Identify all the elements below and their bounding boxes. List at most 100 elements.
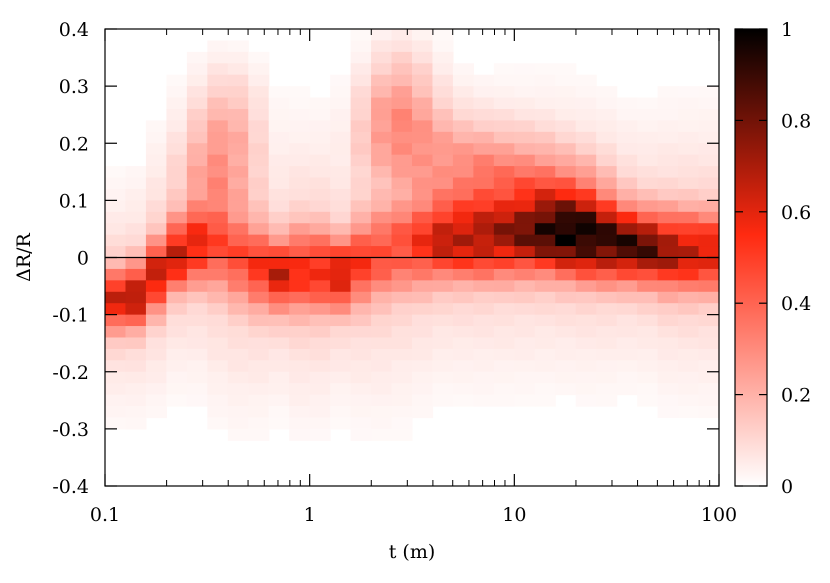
heatmap-cell bbox=[432, 337, 454, 350]
heatmap-cell bbox=[330, 246, 352, 259]
heatmap-cell bbox=[637, 257, 659, 270]
heatmap-cell bbox=[289, 188, 311, 201]
heatmap-cell bbox=[616, 177, 638, 190]
heatmap-cell bbox=[227, 268, 249, 281]
heatmap-cell bbox=[227, 394, 249, 407]
heatmap-cell bbox=[350, 348, 372, 361]
heatmap-cell bbox=[493, 177, 515, 190]
heatmap-cell bbox=[596, 97, 618, 110]
heatmap-cell bbox=[432, 143, 454, 156]
heatmap-cell bbox=[371, 166, 393, 179]
heatmap-cell bbox=[371, 326, 393, 339]
x-tick-label: 1 bbox=[304, 504, 316, 526]
heatmap-cell bbox=[698, 120, 720, 133]
y-tick-label: -0.2 bbox=[52, 362, 89, 384]
heatmap-cell bbox=[330, 166, 352, 179]
heatmap-cell bbox=[248, 371, 270, 384]
heatmap-cell bbox=[678, 326, 700, 339]
heatmap-cell bbox=[186, 188, 208, 201]
heatmap-cell bbox=[616, 257, 638, 270]
heatmap-cell bbox=[371, 371, 393, 384]
heatmap-cell bbox=[371, 143, 393, 156]
heatmap-cell bbox=[575, 268, 597, 281]
heatmap-cell bbox=[514, 131, 536, 144]
heatmap-cell bbox=[371, 303, 393, 316]
heatmap-cell bbox=[145, 394, 167, 407]
heatmap-cell bbox=[412, 40, 434, 53]
heatmap-cell bbox=[637, 166, 659, 179]
heatmap-cell bbox=[678, 314, 700, 327]
heatmap-cell bbox=[534, 383, 556, 396]
heatmap-cell bbox=[125, 166, 147, 179]
heatmap-cell bbox=[207, 348, 229, 361]
heatmap-cell bbox=[575, 326, 597, 339]
heatmap-cell bbox=[330, 337, 352, 350]
heatmap-cell bbox=[575, 154, 597, 167]
heatmap-cell bbox=[473, 360, 495, 373]
heatmap-cell bbox=[493, 223, 515, 236]
heatmap-cell bbox=[657, 120, 679, 133]
heatmap-cell bbox=[657, 131, 679, 144]
heatmap-cell bbox=[555, 223, 577, 236]
heatmap-cell bbox=[166, 74, 188, 87]
heatmap-cell bbox=[432, 166, 454, 179]
heatmap-cell bbox=[227, 406, 249, 419]
heatmap-cell bbox=[289, 211, 311, 224]
heatmap-cell bbox=[330, 280, 352, 293]
heatmap-cell bbox=[555, 326, 577, 339]
heatmap-cell bbox=[616, 211, 638, 224]
heatmap-cell bbox=[207, 406, 229, 419]
heatmap-cell bbox=[289, 291, 311, 304]
heatmap-cell bbox=[473, 188, 495, 201]
heatmap-cell bbox=[616, 268, 638, 281]
heatmap-cell bbox=[248, 383, 270, 396]
heatmap-cell bbox=[268, 314, 290, 327]
heatmap-cell bbox=[534, 74, 556, 87]
heatmap-cell bbox=[493, 108, 515, 122]
heatmap-cell bbox=[555, 143, 577, 156]
heatmap-cell bbox=[678, 291, 700, 304]
heatmap-cell bbox=[186, 246, 208, 259]
heatmap-cell bbox=[227, 314, 249, 327]
heatmap-cell bbox=[637, 268, 659, 281]
heatmap-cell bbox=[575, 303, 597, 316]
heatmap-cell bbox=[186, 177, 208, 190]
heatmap-cell bbox=[534, 223, 556, 236]
heatmap-cell bbox=[145, 406, 167, 419]
heatmap-cell bbox=[125, 383, 147, 396]
heatmap-cell bbox=[309, 120, 331, 133]
heatmap-cell bbox=[125, 371, 147, 384]
heatmap-cell bbox=[432, 223, 454, 236]
heatmap-cell bbox=[207, 268, 229, 281]
heatmap-cell bbox=[350, 131, 372, 144]
heatmap-cell bbox=[309, 108, 331, 122]
heatmap-cell bbox=[166, 371, 188, 384]
heatmap-cell bbox=[207, 40, 229, 53]
heatmap-cell bbox=[227, 246, 249, 259]
heatmap-cell bbox=[248, 406, 270, 419]
heatmap-cell bbox=[166, 337, 188, 350]
heatmap-cell bbox=[350, 406, 372, 419]
heatmap-cell bbox=[637, 246, 659, 259]
heatmap-cell bbox=[452, 143, 474, 156]
heatmap-cell bbox=[186, 291, 208, 304]
heatmap-cell bbox=[330, 371, 352, 384]
heatmap-cell bbox=[514, 188, 536, 201]
heatmap-cell bbox=[678, 188, 700, 201]
heatmap-cell bbox=[371, 337, 393, 350]
heatmap-cell bbox=[350, 326, 372, 339]
heatmap-cell bbox=[309, 326, 331, 339]
heatmap-cell bbox=[268, 348, 290, 361]
heatmap-cell bbox=[309, 417, 331, 430]
heatmap-cell bbox=[412, 200, 434, 213]
heatmap-cell bbox=[678, 143, 700, 156]
heatmap-cell bbox=[637, 371, 659, 384]
heatmap-cell bbox=[452, 86, 474, 99]
heatmap-cell bbox=[166, 234, 188, 247]
heatmap-cell bbox=[248, 154, 270, 167]
heatmap-cell bbox=[452, 280, 474, 293]
x-axis-label: t (m) bbox=[389, 541, 436, 563]
heatmap-cell bbox=[698, 406, 720, 419]
heatmap-cell bbox=[575, 86, 597, 99]
heatmap-cell bbox=[330, 326, 352, 339]
